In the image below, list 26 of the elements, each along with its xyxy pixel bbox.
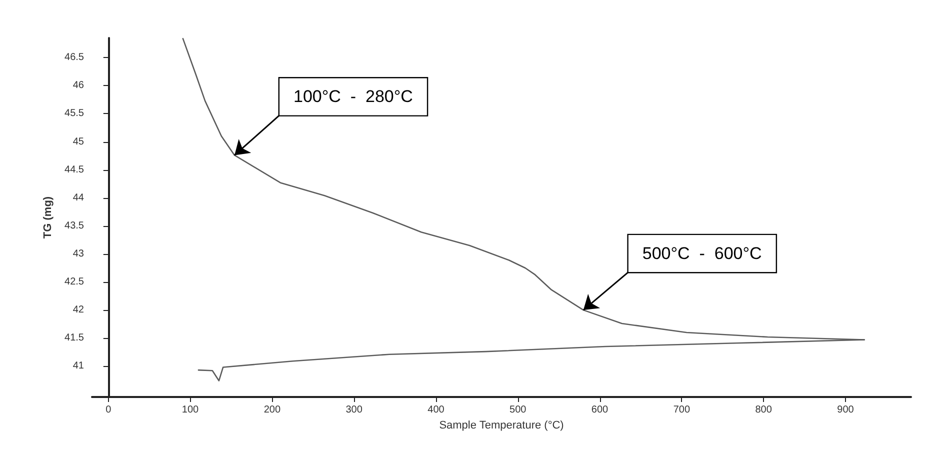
annotation: 500°C - 600°C [642, 244, 762, 264]
y-tick-label: 45.5 [64, 108, 84, 120]
x-tick-label: 300 [346, 404, 363, 416]
x-tick-label: 0 [106, 404, 112, 416]
y-tick-label: 43 [72, 248, 84, 260]
x-tick-label: 600 [591, 404, 609, 416]
x-tick-label: 700 [673, 404, 690, 416]
x-axis-title: Sample Temperature (°C) [439, 419, 564, 432]
y-tick-label: 45 [72, 136, 84, 148]
x-tick-label: 100 [182, 404, 200, 416]
y-tick-label: 44.5 [64, 164, 84, 176]
y-tick-label: 42.5 [64, 276, 84, 288]
y-tick-label: 46.5 [64, 52, 84, 64]
y-tick-label: 41 [72, 360, 84, 372]
y-tick-label: 44 [72, 192, 84, 204]
x-tick-label: 900 [837, 404, 854, 416]
x-tick-label: 800 [755, 404, 772, 416]
y-tick-label: 41.5 [64, 332, 84, 344]
y-axis-title: TG (mg) [42, 196, 54, 239]
y-tick-label: 46 [72, 80, 84, 92]
x-tick-label: 400 [428, 404, 445, 416]
annotation: 100°C - 280°C [294, 87, 413, 106]
x-tick-label: 500 [510, 404, 527, 416]
y-tick-label: 42 [72, 304, 84, 316]
x-tick-label: 200 [264, 404, 281, 416]
y-tick-label: 43.5 [64, 220, 84, 232]
